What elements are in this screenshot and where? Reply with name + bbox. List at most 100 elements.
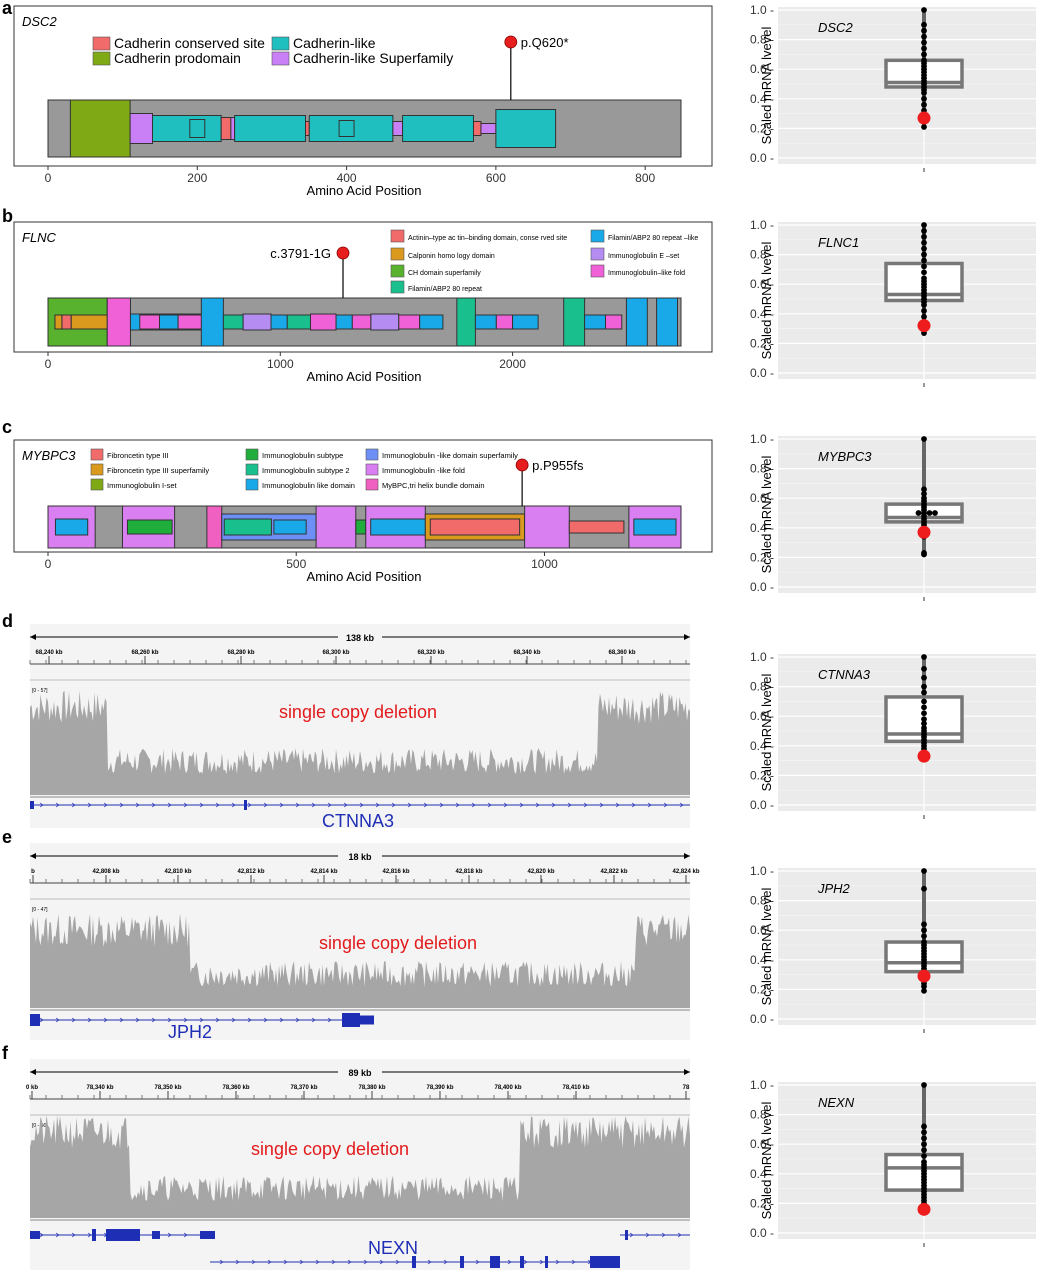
- gene-exon: [92, 1229, 96, 1241]
- strand-arrow: [629, 1232, 634, 1238]
- strand-arrow: [103, 802, 108, 808]
- ruler-tick-label: 42,820 kb: [527, 869, 554, 875]
- panel-letter-e: e: [2, 827, 12, 847]
- legend-entry: Filamin/ABP2 80 repeat –like: [608, 235, 698, 242]
- strand-arrow: [71, 1232, 76, 1238]
- domain-box: [54, 314, 63, 330]
- strand-arrow: [443, 1259, 448, 1265]
- domain-box: [315, 505, 357, 549]
- strand-arrow: [151, 1017, 156, 1023]
- ruler-tick-label: 42,814 kb: [310, 869, 337, 875]
- strand-arrow: [631, 802, 636, 808]
- y-tick-label: 1.0 -: [750, 3, 774, 17]
- ruler-tick-label: 78,380 kb: [358, 1085, 385, 1091]
- legend-swatch: [390, 264, 405, 278]
- data-point: [921, 263, 927, 270]
- axis-tick-label: 0: [45, 357, 52, 371]
- strand-arrow: [55, 1017, 60, 1023]
- data-point: [921, 21, 927, 28]
- variant-marker: [504, 35, 518, 49]
- axis-tick-label: 1000: [531, 557, 558, 571]
- domain-box: [305, 121, 310, 136]
- domain-box: [392, 121, 404, 136]
- y-tick-label: 1.0 -: [750, 432, 774, 446]
- boxplot-gene-label: CTNNA3: [818, 667, 871, 682]
- patient-point: [917, 111, 931, 125]
- strand-arrow: [167, 1232, 172, 1238]
- coverage-range: [0 - 47]: [32, 907, 48, 913]
- domain-box: [472, 121, 482, 136]
- panel-e-jph2: 18 kb b 42,808 kb 42,810 kb 42,812 kb 42,814 …: [29, 843, 700, 1042]
- ruler-tick-label: 78,350 kb: [154, 1085, 181, 1091]
- gene-exon: [30, 1014, 40, 1026]
- strand-arrow: [571, 1259, 576, 1265]
- y-tick-label: 1.0 -: [750, 1078, 774, 1092]
- gene-exon: [200, 1231, 215, 1239]
- panel-c-mybpc3: MYBPC3 p.P955fs Fibroncetin type III Fibron…: [13, 439, 713, 584]
- strand-arrow: [375, 802, 380, 808]
- strand-arrow: [183, 802, 188, 808]
- gene-exon: [412, 1256, 416, 1268]
- legend-entry: Fibroncetin type III: [107, 451, 169, 460]
- boxplot-gene-label: MYBPC3: [818, 449, 872, 464]
- y-tick-label: 0.2 -: [750, 768, 774, 782]
- y-tick-label: 0.8 -: [750, 33, 774, 47]
- data-point: [932, 510, 938, 516]
- strand-arrow: [647, 802, 652, 808]
- y-tick-label: 0.6 -: [750, 277, 774, 291]
- strand-arrow: [263, 802, 268, 808]
- strand-arrow: [555, 1259, 560, 1265]
- ruler-tick-label: 68,300 kb: [322, 650, 349, 656]
- strand-arrow: [87, 1232, 92, 1238]
- axis-title: Amino Acid Position: [307, 369, 422, 384]
- legend-entry: Cadherin-like: [293, 35, 376, 51]
- y-axis-label: Scaled mRNA lvevel: [759, 456, 774, 574]
- boxplot-DSC2: 0.0 - 0.2 - 0.4 - 0.6 - 0.8 - 1.0 - Scaled mRN…: [750, 3, 1036, 172]
- legend-swatch: [590, 247, 605, 261]
- strand-arrow: [535, 802, 540, 808]
- boxplot-CTNNA3: 0.0 - 0.2 - 0.4 - 0.6 - 0.8 - 1.0 - Scaled mRN…: [750, 650, 1036, 819]
- legend-entry: Immunoglobulin -like fold: [382, 466, 465, 475]
- y-tick-label: 0.8 -: [750, 894, 774, 908]
- domain-box: [152, 115, 222, 142]
- span-label: 89 kb: [348, 1068, 372, 1078]
- deletion-annotation: single copy deletion: [251, 1139, 409, 1159]
- gene-exon: [490, 1256, 500, 1268]
- gene-label: FLNC: [22, 230, 57, 245]
- domain-box: [270, 314, 288, 330]
- domain-box: [370, 518, 426, 536]
- legend-swatch: [590, 229, 605, 243]
- y-tick-label: 0.0 -: [750, 1012, 774, 1026]
- strand-arrow: [679, 802, 684, 808]
- data-point: [921, 45, 927, 52]
- y-tick-label: 0.6 -: [750, 709, 774, 723]
- legend-swatch: [245, 478, 259, 491]
- legend-swatch: [390, 229, 405, 243]
- patient-point: [917, 969, 931, 983]
- axis-tick-label: 600: [486, 171, 506, 185]
- span-label: 138 kb: [346, 633, 375, 643]
- data-point: [921, 933, 927, 940]
- gene-exon: [342, 1013, 360, 1027]
- data-point: [921, 307, 927, 314]
- strand-arrow: [327, 802, 332, 808]
- span-label-bg: [338, 630, 382, 643]
- data-point: [921, 490, 927, 497]
- variant-label: c.3791-1G: [270, 246, 331, 261]
- y-tick-label: 0.6 -: [750, 923, 774, 937]
- domain-box: [106, 297, 131, 347]
- y-tick-label: 0.0 -: [750, 580, 774, 594]
- domain-box: [512, 314, 539, 330]
- panel-letter-d: d: [2, 611, 13, 631]
- domain-box: [480, 123, 497, 134]
- gene-exon: [30, 801, 34, 809]
- data-point: [921, 704, 927, 711]
- axis-tick-label: 400: [337, 171, 357, 185]
- data-point: [921, 228, 927, 234]
- strand-arrow: [279, 802, 284, 808]
- strand-arrow: [39, 802, 44, 808]
- strand-arrow: [231, 802, 236, 808]
- coverage-histogram: [30, 913, 690, 1008]
- strand-arrow: [71, 1017, 76, 1023]
